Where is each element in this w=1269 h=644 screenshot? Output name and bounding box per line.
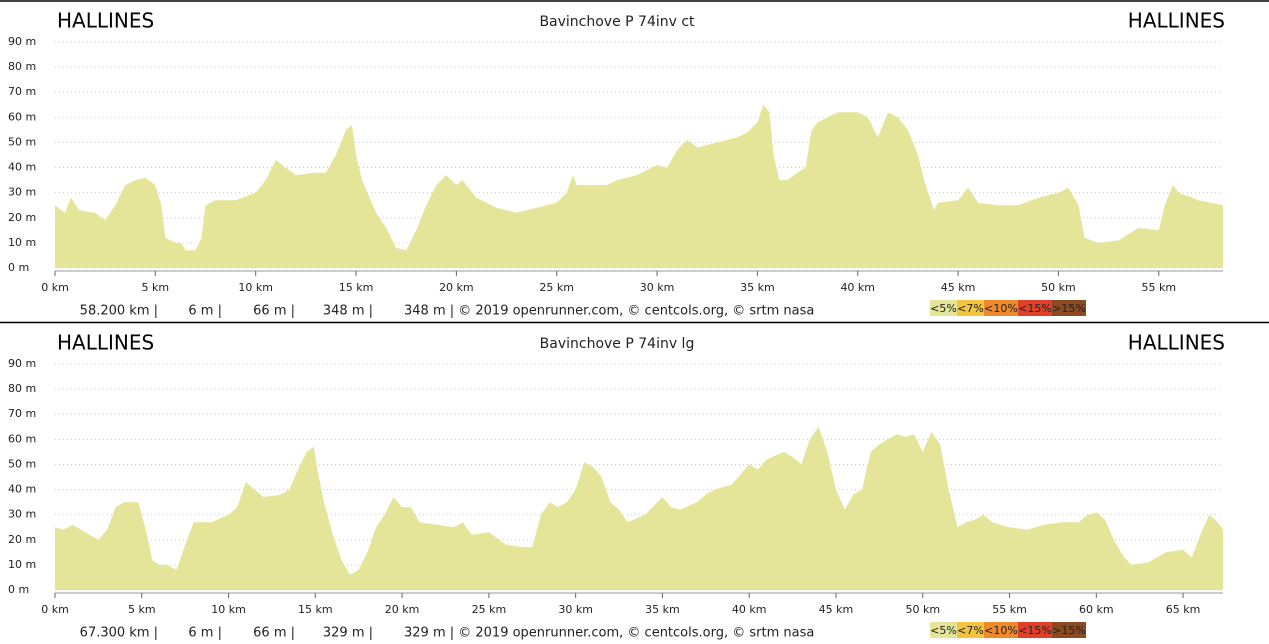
x-tick-label: 30 km [558,603,593,616]
x-tick-label: 20 km [439,281,474,294]
x-tick-label: 10 km [211,603,246,616]
x-tick-label: 15 km [339,281,374,294]
legend-swatch [984,300,1018,316]
x-tick-label: 45 km [819,603,854,616]
x-tick-label: 20 km [385,603,420,616]
legend-label: <15% [1018,302,1052,315]
x-tick-label: 40 km [732,603,767,616]
footer-text: 6 m | [188,304,222,319]
legend-swatch [930,300,957,316]
footer-text: 329 m | © 2019 openrunner.com, © centcol… [404,626,814,641]
x-tick-label: 0 km [41,603,69,616]
legend-swatch [1052,622,1086,638]
x-tick-label: 60 km [1079,603,1114,616]
y-tick-label: 0 m [8,583,29,596]
x-tick-label: 30 km [640,281,675,294]
chart-title: Bavinchove P 74inv lg [540,336,695,352]
x-tick-label: 55 km [1141,281,1176,294]
y-tick-label: 30 m [8,186,36,199]
x-tick-label: 0 km [41,281,69,294]
y-tick-label: 20 m [8,533,36,546]
legend-swatch [984,622,1018,638]
footer-text: 67.300 km | [80,626,158,641]
footer-text: 348 m | [323,304,373,319]
legend-label: >15% [1052,624,1086,637]
x-tick-label: 10 km [238,281,273,294]
y-tick-label: 40 m [8,483,36,496]
legend-label: <7% [957,624,984,637]
y-tick-label: 50 m [8,135,36,148]
y-tick-label: 20 m [8,211,36,224]
legend-swatch [957,622,984,638]
x-tick-label: 35 km [740,281,775,294]
y-tick-label: 40 m [8,161,36,174]
y-tick-label: 70 m [8,85,36,98]
legend-label: <5% [930,624,957,637]
footer-text: 329 m | [323,626,373,641]
y-tick-label: 90 m [8,357,36,370]
end-label: HALLINES [1128,9,1225,33]
legend-swatch [957,300,984,316]
y-tick-label: 60 m [8,110,36,123]
x-tick-label: 35 km [645,603,680,616]
y-tick-label: 50 m [8,457,36,470]
y-tick-label: 80 m [8,60,36,73]
legend-swatch [1018,622,1052,638]
legend-label: <10% [984,302,1018,315]
x-tick-label: 5 km [128,603,156,616]
start-label: HALLINES [57,331,154,355]
legend-label: >15% [1052,302,1086,315]
chart-title: Bavinchove P 74inv ct [539,14,695,30]
y-tick-label: 10 m [8,236,36,249]
y-tick-label: 80 m [8,382,36,395]
x-tick-label: 5 km [142,281,170,294]
x-tick-label: 45 km [941,281,976,294]
x-tick-label: 15 km [298,603,333,616]
x-tick-label: 55 km [992,603,1027,616]
x-tick-label: 50 km [1041,281,1076,294]
legend-label: <15% [1018,624,1052,637]
x-tick-label: 65 km [1166,603,1201,616]
legend-swatch [1052,300,1086,316]
end-label: HALLINES [1128,331,1225,355]
footer-text: 66 m | [253,304,295,319]
footer-text: 58.200 km | [80,304,158,319]
legend-label: <7% [957,302,984,315]
x-tick-label: 25 km [539,281,574,294]
x-tick-label: 25 km [472,603,507,616]
footer-text: 348 m | © 2019 openrunner.com, © centcol… [404,304,814,319]
legend-swatch [930,622,957,638]
y-tick-label: 90 m [8,35,36,48]
x-tick-label: 40 km [840,281,875,294]
footer-text: 66 m | [253,626,295,641]
y-tick-label: 60 m [8,432,36,445]
x-tick-label: 50 km [905,603,940,616]
legend-label: <10% [984,624,1018,637]
y-tick-label: 10 m [8,558,36,571]
legend-label: <5% [930,302,957,315]
y-tick-label: 0 m [8,261,29,274]
elevation-area [55,426,1223,590]
y-tick-label: 30 m [8,508,36,521]
start-label: HALLINES [57,9,154,33]
footer-text: 6 m | [188,626,222,641]
elevation-area [55,104,1223,268]
legend-swatch [1018,300,1052,316]
y-tick-label: 70 m [8,407,36,420]
